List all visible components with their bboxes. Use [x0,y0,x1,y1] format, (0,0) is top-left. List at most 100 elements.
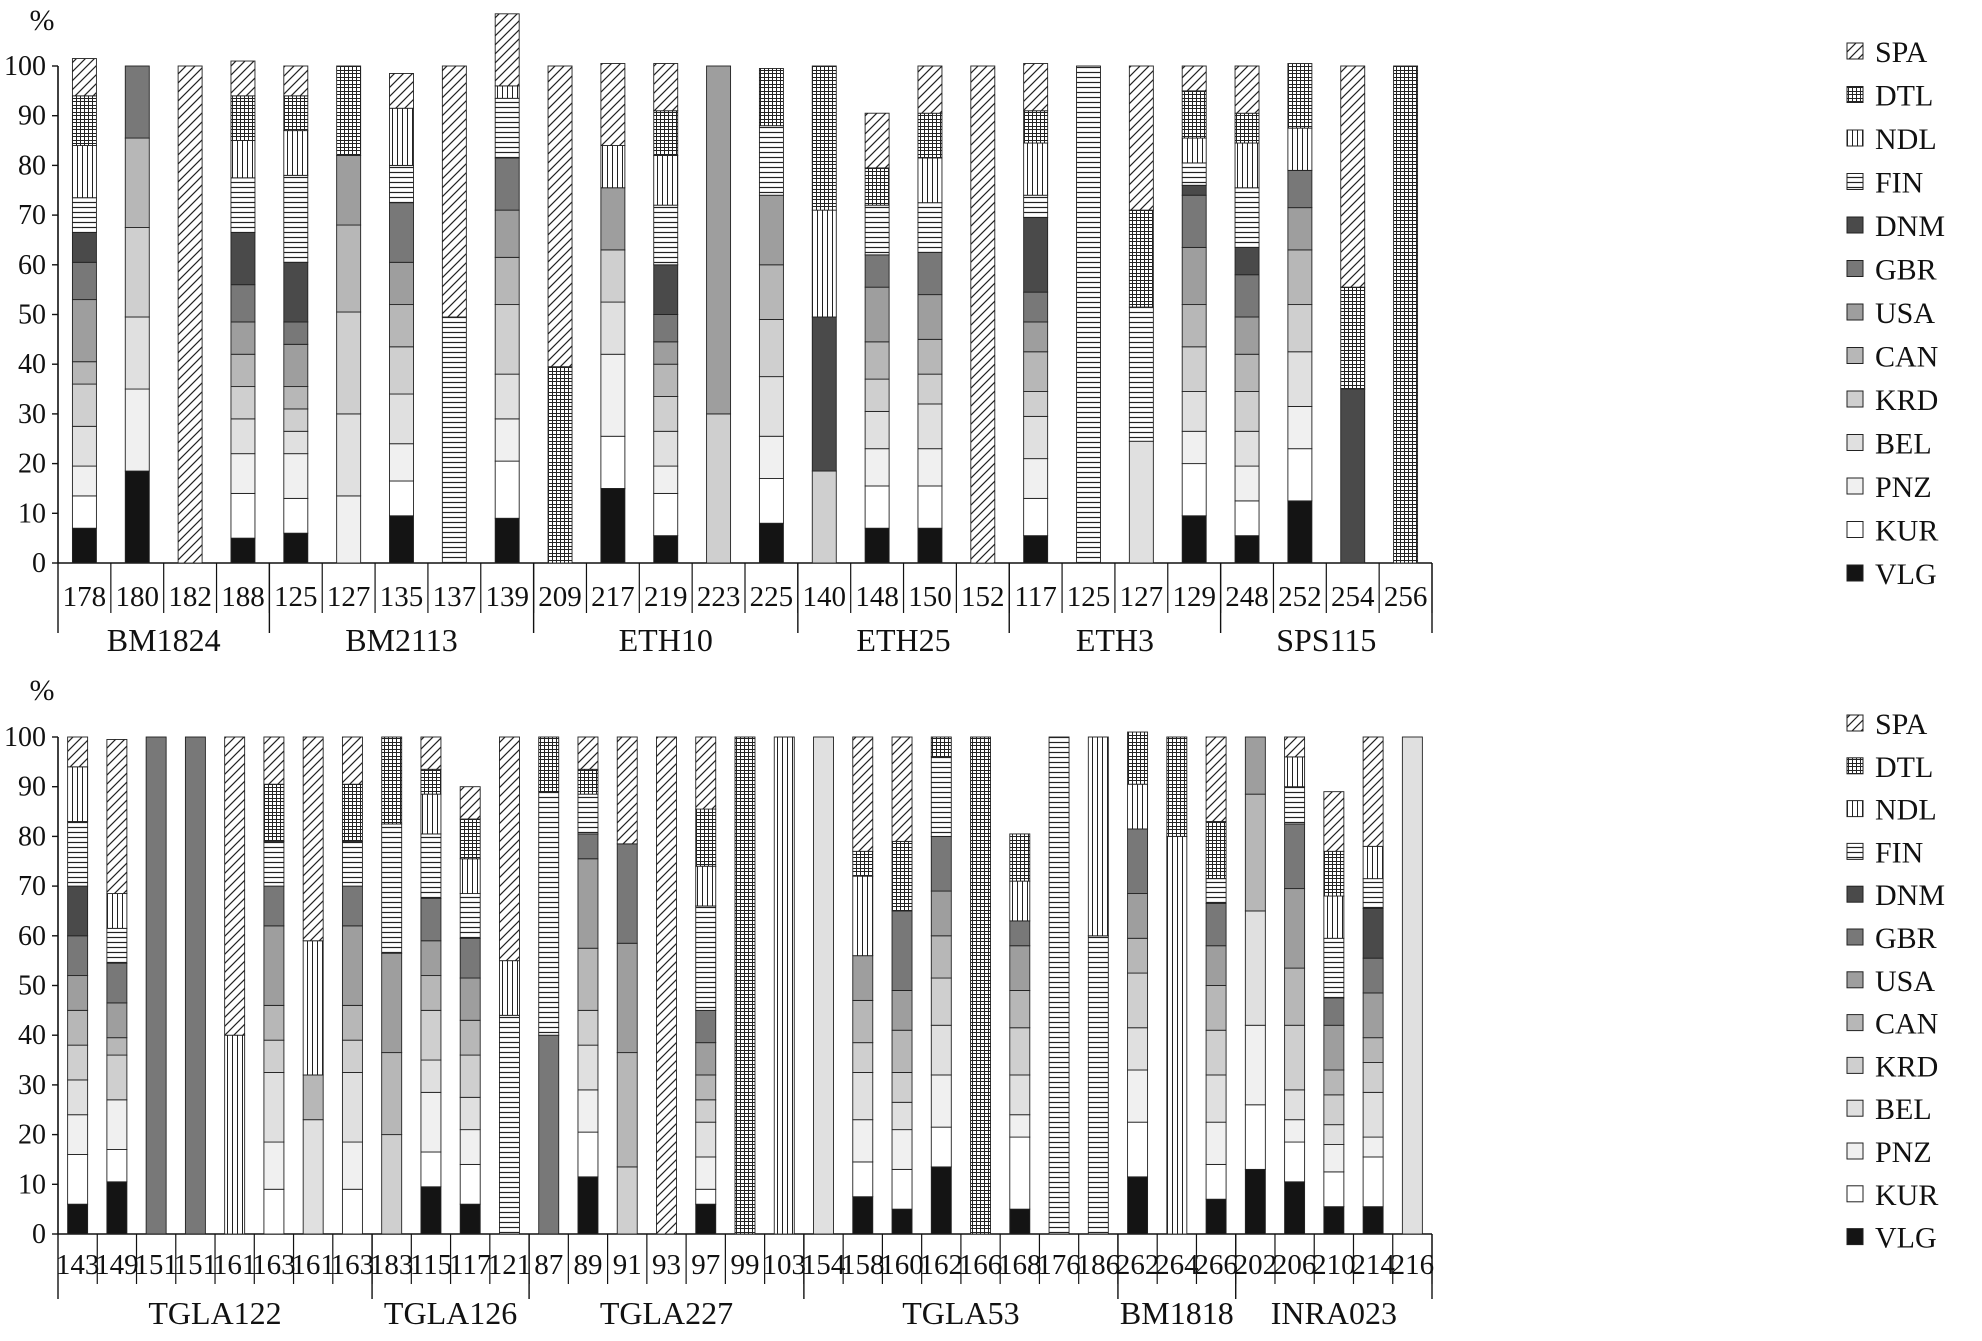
locus-label: TGLA126 [384,1295,517,1331]
bar-segment-PNZ [1284,1119,1306,1143]
allele-label: 143 [56,1249,100,1281]
bar-segment-SPA [441,65,467,318]
bar-segment-CAN [1023,351,1049,392]
bar-segment-SPA [1128,65,1154,211]
allele-label: 252 [1278,581,1322,613]
bar-segment-DTL [758,68,784,127]
bar-segment-FIN [389,164,414,204]
bar-segment-DTL [864,167,890,206]
bar-segment-USA [1323,1024,1345,1071]
bar-segment-VLG [389,515,414,564]
bar-ETH10-225 [758,68,784,564]
bar-segment-FIN [420,833,442,899]
bar-segment-PNZ [1127,1069,1149,1123]
bar-segment-USA [1362,992,1384,1039]
bar-segment-KUR [1234,500,1260,537]
legend-label: GBR [1875,922,1937,955]
bar-segment-VLG [1181,515,1207,564]
bar-segment-KUR [577,1131,599,1178]
bar-segment-KRD [1287,304,1313,353]
bar-segment-KUR [653,492,679,537]
allele-label: 219 [644,581,688,613]
bar-segment-USA [283,343,309,388]
bar-segment-KUR [852,1161,874,1198]
bar-segment-SPA [970,65,996,564]
bar-SPS115-252 [1287,63,1313,564]
bar-segment-GBR [616,843,638,944]
locus-label: ETH3 [1076,622,1154,658]
bar-segment-USA [263,925,285,1006]
allele-label: 161 [291,1249,335,1281]
legend-swatch-FIN [1846,173,1864,190]
bar-segment-VLG [758,522,784,564]
bar-segment-DTL [283,95,309,132]
bar-segment-CAN [71,361,97,385]
bar-segment-GBR [1362,957,1384,994]
bar-segment-GBR [538,1034,560,1235]
bar-segment-USA [1234,316,1260,355]
bar-segment-SPA [891,736,913,842]
bar-segment-BEL [864,410,890,450]
bar-segment-KRD [1284,1024,1306,1091]
bar-segment-VLG [930,1166,952,1235]
bar-segment-CAN [389,304,414,348]
bar-segment-CAN [1009,990,1031,1029]
bar-segment-CAN [891,1029,913,1073]
bar-segment-PNZ [124,388,150,472]
bar-segment-KUR [1284,1141,1306,1183]
bar-segment-CAN [1323,1069,1345,1096]
bar-INRA023-202 [1244,736,1266,1235]
bar-segment-FIN [230,177,256,233]
allele-label: 149 [95,1249,139,1281]
chart-panel-1: 0 10 20 30 40 50 60 70 80 90 100% 178 180 182 188BM182… [4,4,1945,658]
legend-swatch-BEL [1846,1099,1864,1117]
bar-segment-KRD [1205,1029,1227,1076]
bar-segment-CAN [917,338,943,375]
bar-segment-PNZ [389,443,414,482]
bar-segment-CAN [420,975,442,1011]
legend-swatch-DTL [1846,86,1864,103]
legend-swatch-DTL [1846,757,1864,775]
bar-segment-VLG [1205,1198,1227,1235]
bar-segment-KRD [1181,346,1207,392]
legend-swatch-VLG [1846,1228,1864,1246]
bar-segment-GBR [124,65,150,139]
bar-segment-GBR [1023,291,1049,323]
bar-TGLA53-158 [852,736,874,1235]
bar-segment-KRD [124,227,150,318]
bar-segment-KUR [1244,1104,1266,1170]
bar-segment-BEL [1128,440,1154,564]
bar-segment-FIN [1023,194,1049,219]
allele-label: 93 [652,1249,681,1281]
bar-segment-KRD [71,383,97,427]
bar-TGLA53-166 [970,736,991,1235]
bar-ETH25-140 [811,65,837,564]
bar-segment-PNZ [917,448,943,487]
bar-segment-USA [1127,893,1149,939]
legend-swatch-PNZ [1846,477,1864,495]
bar-segment-DNM [1362,908,1384,959]
bar-segment-SPA [1181,65,1207,92]
bar-segment-DTL [1009,833,1031,882]
bar-segment-CAN [930,935,952,979]
allele-label: 117 [1014,581,1056,613]
bar-segment-GBR [1323,997,1345,1026]
bar-segment-CAN [852,999,874,1044]
bar-segment-KRD [1023,391,1049,417]
bar-SPS115-256 [1393,65,1419,564]
bar-segment-CAN [1244,793,1266,912]
bar-segment-SPA [106,739,128,895]
bar-segment-GBR [283,321,309,345]
bar-segment-VLG [283,532,309,564]
bar-segment-DTL [1127,731,1149,785]
bar-segment-FIN [263,840,285,887]
bar-segment-KUR [891,1168,913,1210]
bar-TGLA227-93 [656,736,677,1235]
bar-TGLA122-161 [224,736,246,1235]
bar-segment-USA [420,940,442,977]
bar-segment-NDL [230,140,256,179]
bar-segment-PNZ [263,1141,285,1190]
legend-swatch-FIN [1846,842,1864,860]
bar-segment-FIN [1205,878,1227,904]
bar-TGLA122-161 [302,736,324,1235]
